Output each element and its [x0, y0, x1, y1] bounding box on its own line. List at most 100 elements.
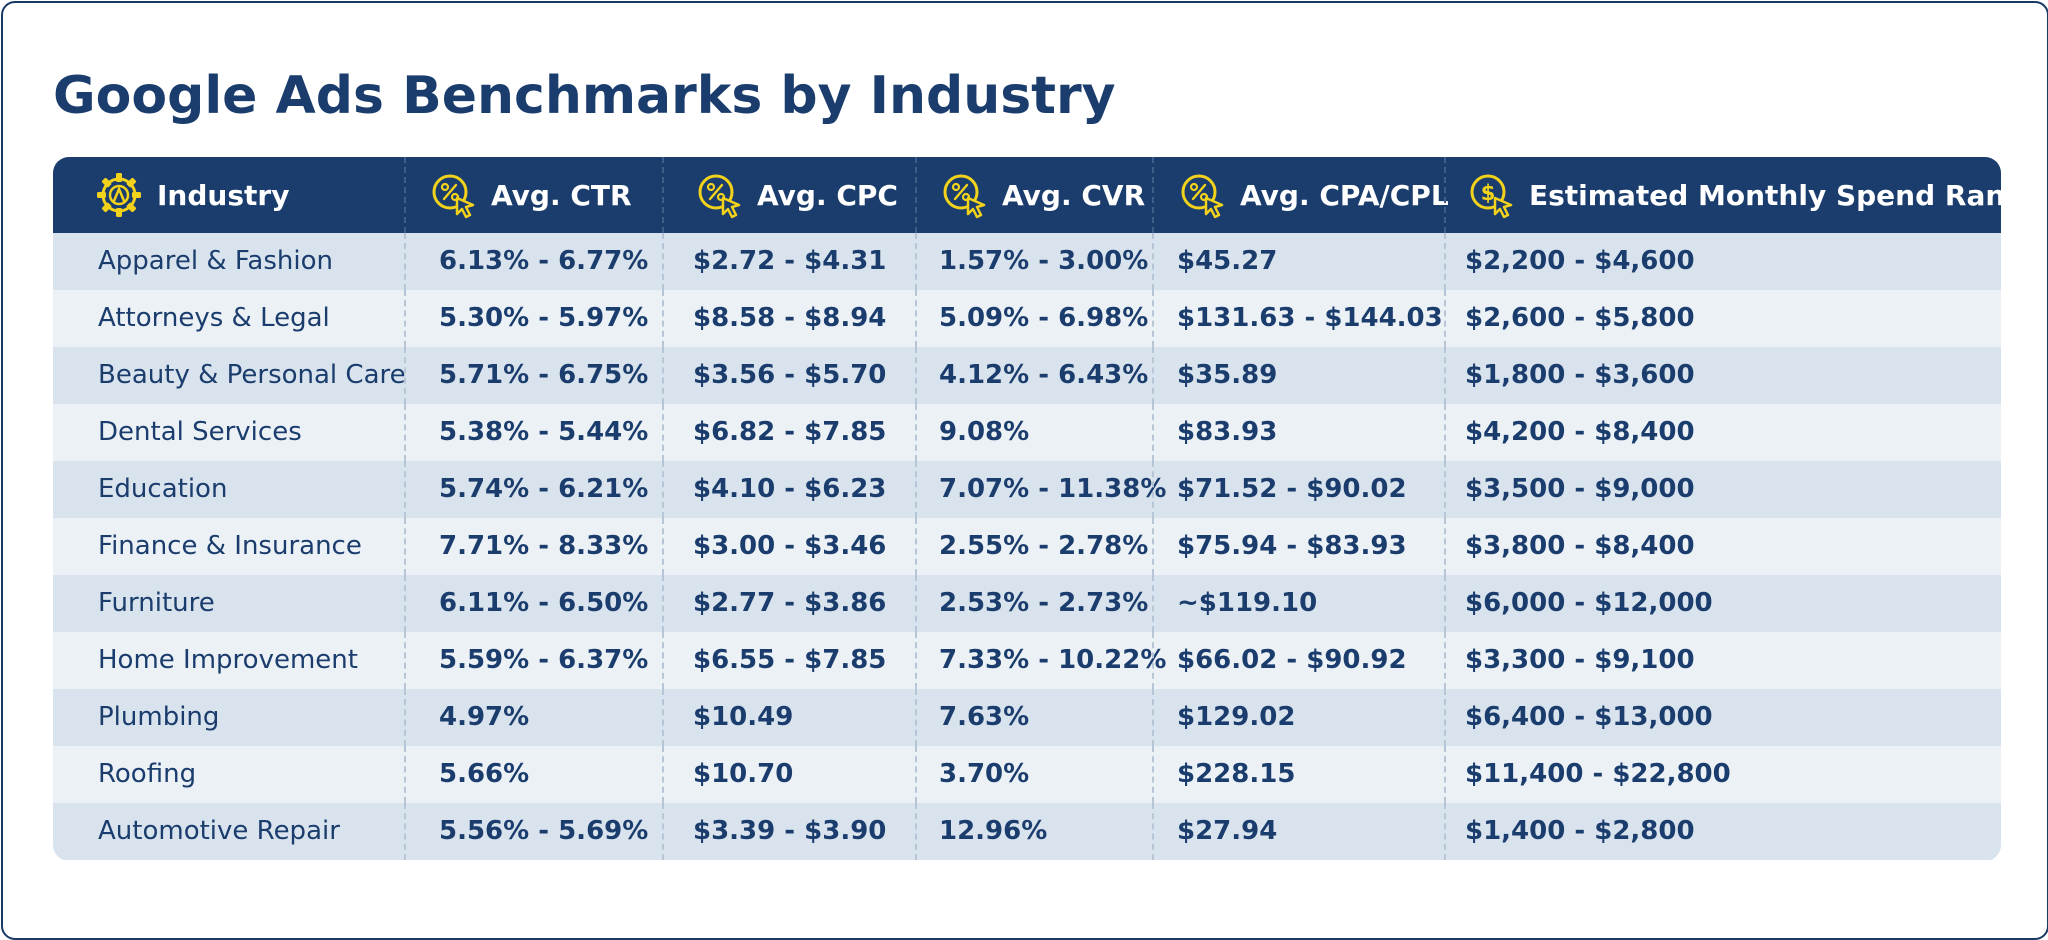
table-row: Attorneys & Legal 5.30% - 5.97% $8.58 - $8…	[53, 290, 2001, 347]
column-divider	[662, 233, 664, 290]
value-cell: 6.11% - 6.50%	[439, 588, 649, 618]
table-header: Industry Avg. CTR Avg. CPC Avg. CVR Avg. CPA…	[53, 157, 2001, 233]
page-title: Google Ads Benchmarks by Industry	[53, 66, 1116, 126]
industry-cell: Plumbing	[98, 702, 220, 732]
value-cell: $1,400 - $2,800	[1465, 816, 1695, 846]
column-divider	[404, 404, 406, 461]
value-cell: $2.77 - $3.86	[693, 588, 887, 618]
value-cell: 12.96%	[939, 816, 1048, 846]
table-row: Education 5.74% - 6.21% $4.10 - $6.23 7.07%…	[53, 461, 2001, 518]
table-row: Automotive Repair 5.56% - 5.69% $3.39 - $3…	[53, 803, 2001, 860]
value-cell: 1.57% - 3.00%	[939, 246, 1149, 276]
column-header: Industry	[95, 157, 289, 233]
value-cell: $2,200 - $4,600	[1465, 246, 1695, 276]
column-divider	[1152, 746, 1154, 803]
column-divider	[1152, 803, 1154, 860]
value-cell: 4.97%	[439, 702, 530, 732]
value-cell: 2.55% - 2.78%	[939, 531, 1149, 561]
percent-click-icon	[432, 174, 475, 219]
value-cell: $4,200 - $8,400	[1465, 417, 1695, 447]
column-divider	[404, 746, 406, 803]
percent-click-icon	[943, 174, 986, 219]
column-divider	[915, 233, 917, 290]
column-header: Avg. CPA/CPL	[1178, 157, 1449, 233]
column-divider	[1444, 233, 1446, 290]
industry-cell: Beauty & Personal Care	[98, 360, 406, 390]
industry-cell: Dental Services	[98, 417, 302, 447]
value-cell: 7.71% - 8.33%	[439, 531, 649, 561]
column-divider	[404, 575, 406, 632]
column-divider	[404, 689, 406, 746]
value-cell: 5.71% - 6.75%	[439, 360, 649, 390]
value-cell: $3.00 - $3.46	[693, 531, 887, 561]
table-row: Finance & Insurance 7.71% - 8.33% $3.00 - …	[53, 518, 2001, 575]
column-divider	[662, 404, 664, 461]
value-cell: $2,600 - $5,800	[1465, 303, 1695, 333]
value-cell: 7.07% - 11.38%	[939, 474, 1167, 504]
column-header-label: Avg. CPA/CPL	[1240, 178, 1449, 212]
column-divider	[1444, 575, 1446, 632]
column-divider	[404, 518, 406, 575]
column-divider	[915, 461, 917, 518]
table-row: Apparel & Fashion 6.13% - 6.77% $2.72 - $4…	[53, 233, 2001, 290]
industry-cell: Education	[98, 474, 228, 504]
value-cell: $6,000 - $12,000	[1465, 588, 1713, 618]
value-cell: $27.94	[1177, 816, 1278, 846]
industry-cell: Automotive Repair	[98, 816, 340, 846]
column-divider	[662, 518, 664, 575]
industry-cell: Furniture	[98, 588, 215, 618]
column-divider	[915, 746, 917, 803]
column-divider	[1152, 632, 1154, 689]
percent-click-icon	[698, 174, 741, 219]
column-divider	[1152, 404, 1154, 461]
column-divider	[1152, 157, 1154, 233]
column-divider	[404, 347, 406, 404]
column-divider	[1152, 290, 1154, 347]
industry-cell: Attorneys & Legal	[98, 303, 330, 333]
value-cell: $2.72 - $4.31	[693, 246, 887, 276]
table-row: Home Improvement 5.59% - 6.37% $6.55 - $7.…	[53, 632, 2001, 689]
column-header: Avg. CTR	[429, 157, 632, 233]
value-cell: $66.02 - $90.92	[1177, 645, 1407, 675]
value-cell: $228.15	[1177, 759, 1296, 789]
column-divider	[1444, 157, 1446, 233]
value-cell: $6,400 - $13,000	[1465, 702, 1713, 732]
table-row: Furniture 6.11% - 6.50% $2.77 - $3.86 2.53%…	[53, 575, 2001, 632]
column-divider	[915, 404, 917, 461]
column-divider	[1152, 518, 1154, 575]
column-divider	[915, 290, 917, 347]
value-cell: $11,400 - $22,800	[1465, 759, 1731, 789]
value-cell: 9.08%	[939, 417, 1030, 447]
value-cell: $83.93	[1177, 417, 1278, 447]
value-cell: 5.66%	[439, 759, 530, 789]
column-divider	[1152, 461, 1154, 518]
value-cell: $3.56 - $5.70	[693, 360, 887, 390]
table-row: Plumbing 4.97% $10.49 7.63% $129.02 $6,400 - …	[53, 689, 2001, 746]
column-divider	[1444, 803, 1446, 860]
value-cell: 5.38% - 5.44%	[439, 417, 649, 447]
column-divider	[915, 689, 917, 746]
column-divider	[1444, 290, 1446, 347]
industry-cell: Apparel & Fashion	[98, 246, 334, 276]
column-header-label: Industry	[157, 178, 290, 212]
column-header: $ Estimated Monthly Spend Range	[1467, 157, 2001, 233]
column-divider	[662, 347, 664, 404]
column-divider	[404, 290, 406, 347]
industry-cell: Finance & Insurance	[98, 531, 362, 561]
column-divider	[662, 689, 664, 746]
column-divider	[404, 461, 406, 518]
table-row: Beauty & Personal Care 5.71% - 6.75% $3.56…	[53, 347, 2001, 404]
value-cell: $131.63 - $144.03	[1177, 303, 1443, 333]
value-cell: 3.70%	[939, 759, 1030, 789]
percent-click-icon	[1181, 174, 1224, 219]
value-cell: 4.12% - 6.43%	[939, 360, 1149, 390]
value-cell: $45.27	[1177, 246, 1278, 276]
column-divider	[662, 803, 664, 860]
value-cell: 5.56% - 5.69%	[439, 816, 649, 846]
column-divider	[1152, 575, 1154, 632]
column-divider	[1444, 746, 1446, 803]
column-divider	[662, 461, 664, 518]
value-cell: 5.30% - 5.97%	[439, 303, 649, 333]
column-divider	[662, 746, 664, 803]
